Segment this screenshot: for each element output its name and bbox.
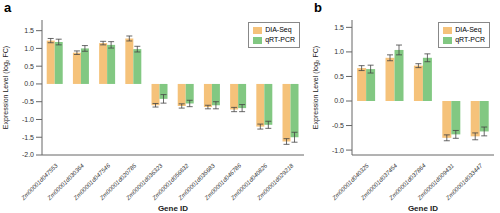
svg-text:0.0: 0.0 (24, 80, 34, 87)
html-text:DIA-Seq: DIA-Seq (265, 26, 292, 33)
svg-text:1.0: 1.0 (334, 48, 344, 55)
svg-text:Zm00001d040325: Zm00001d040325 (331, 162, 370, 202)
svg-text:1.5: 1.5 (24, 27, 34, 34)
svg-text:Zm00001d009431: Zm00001d009431 (416, 162, 456, 202)
svg-text:0.5: 0.5 (334, 73, 344, 80)
html-text:qRT-PCR: qRT-PCR (265, 36, 295, 43)
svg-text:-1.0: -1.0 (22, 116, 34, 123)
svg-text:Zm00001d047553: Zm00001d047553 (20, 162, 59, 202)
html-text:a: a (4, 0, 12, 15)
svg-text:Expression Level (log₂ FC): Expression Level (log₂ FC) (312, 46, 320, 129)
svg-text:Zm00001d029218: Zm00001d029218 (255, 162, 295, 202)
svg-text:Zm00001d047546: Zm00001d047546 (72, 162, 112, 202)
html-text:DIA-Seq: DIA-Seq (455, 26, 482, 33)
svg-text:Zm00001d033447: Zm00001d033447 (444, 162, 484, 202)
svg-text:1.5: 1.5 (334, 24, 344, 31)
svg-text:-1.5: -1.5 (22, 134, 34, 141)
svg-text:-1.0: -1.0 (332, 147, 344, 154)
svg-text:0.0: 0.0 (334, 97, 344, 104)
svg-text:Expression Level (log₂ FC): Expression Level (log₂ FC) (8, 46, 10, 129)
svg-text:Zm00001d056632: Zm00001d056632 (151, 162, 190, 202)
svg-text:-0.5: -0.5 (22, 98, 34, 105)
html-text:qRT-PCR: qRT-PCR (455, 36, 485, 43)
svg-text:Zm00001d046786: Zm00001d046786 (203, 162, 243, 202)
svg-text:Gene ID: Gene ID (408, 204, 438, 213)
svg-text:Zm00001d035683: Zm00001d035683 (177, 162, 216, 202)
svg-text:Zm00001d036323: Zm00001d036323 (124, 162, 164, 202)
svg-text:-0.5: -0.5 (332, 122, 344, 129)
svg-text:Zm00001d037864: Zm00001d037864 (388, 162, 427, 202)
svg-text:0.5: 0.5 (24, 63, 34, 70)
svg-text:1.0: 1.0 (24, 45, 34, 52)
svg-text:Zm00001d037454: Zm00001d037454 (359, 162, 399, 202)
svg-text:Zm00001d040826: Zm00001d040826 (229, 162, 269, 202)
svg-text:-2.0: -2.0 (22, 151, 34, 158)
svg-text:Gene ID: Gene ID (158, 204, 188, 213)
svg-text:Zm00001d020785: Zm00001d020785 (98, 162, 138, 202)
svg-text:Zm00001d030364: Zm00001d030364 (46, 162, 85, 202)
html-text:b: b (314, 0, 322, 15)
